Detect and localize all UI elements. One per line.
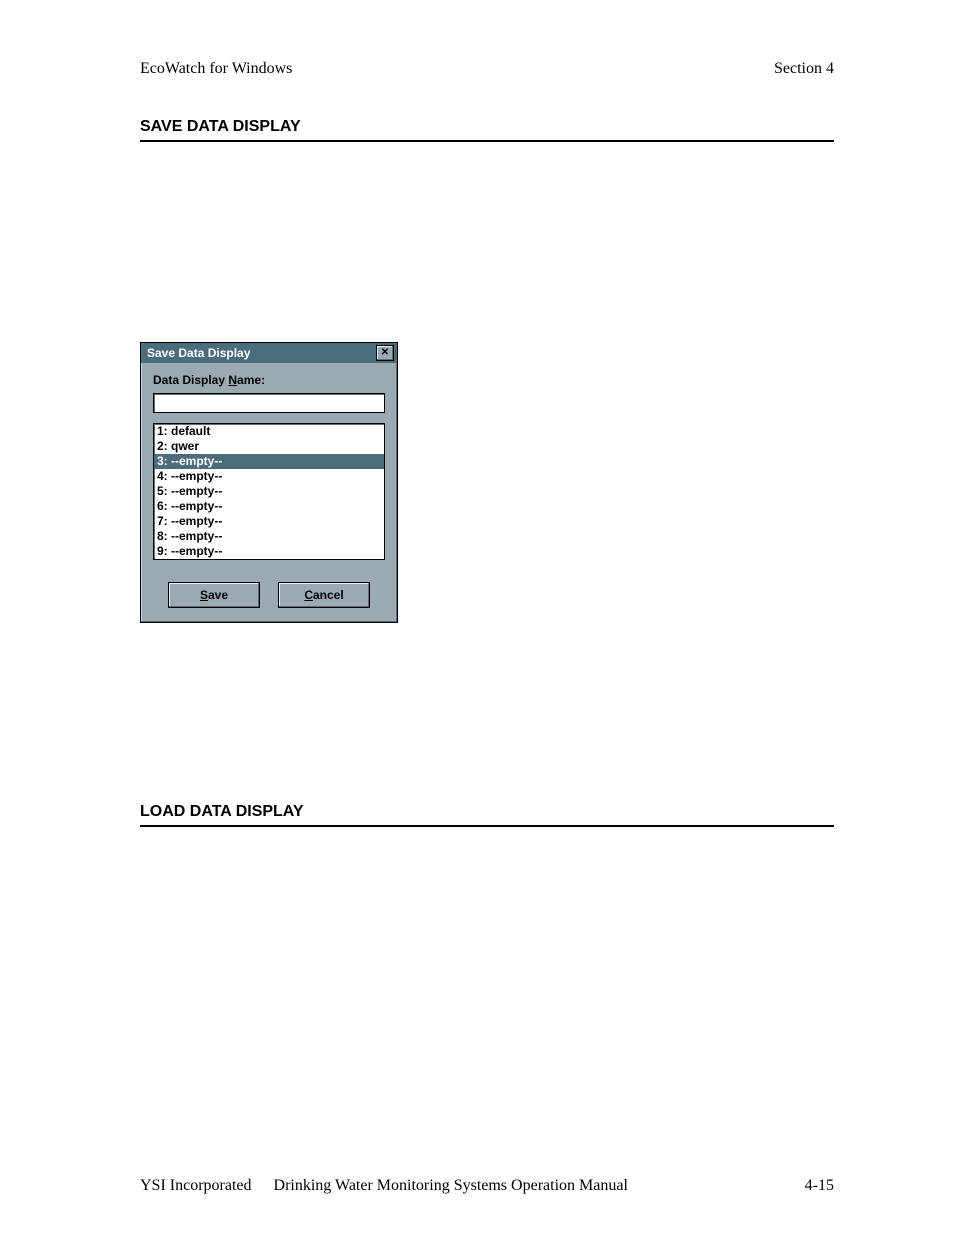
header-right: Section 4 <box>774 60 834 78</box>
display-name-input[interactable] <box>153 393 385 413</box>
dialog-title: Save Data Display <box>147 346 250 360</box>
list-item[interactable]: 9: --empty-- <box>154 544 384 559</box>
section-heading-save: SAVE DATA DISPLAY <box>140 118 834 142</box>
name-field-label: Data Display Name: <box>153 373 385 387</box>
list-item[interactable]: 6: --empty-- <box>154 499 384 514</box>
list-item[interactable]: 8: --empty-- <box>154 529 384 544</box>
list-item[interactable]: 1: default <box>154 424 384 439</box>
save-data-display-dialog: Save Data Display ✕ Data Display Name: 1… <box>140 342 398 623</box>
list-item[interactable]: 7: --empty-- <box>154 514 384 529</box>
close-icon: ✕ <box>381 348 389 358</box>
header-left: EcoWatch for Windows <box>140 60 292 78</box>
dialog-titlebar: Save Data Display ✕ <box>141 343 397 363</box>
list-item[interactable]: 4: --empty-- <box>154 469 384 484</box>
display-listbox[interactable]: 1: default2: qwer3: --empty--4: --empty-… <box>153 423 385 560</box>
footer-manual: Drinking Water Monitoring Systems Operat… <box>274 1177 628 1195</box>
page-header: EcoWatch for Windows Section 4 <box>140 60 834 78</box>
dialog-button-row: Save Cancel <box>153 582 385 608</box>
footer-pagenum: 4-15 <box>805 1177 834 1195</box>
list-item[interactable]: 3: --empty-- <box>154 454 384 469</box>
footer-company: YSI Incorporated <box>140 1177 252 1195</box>
page-footer: YSI Incorporated Drinking Water Monitori… <box>140 1177 834 1195</box>
close-button[interactable]: ✕ <box>376 345 394 361</box>
section-heading-load: LOAD DATA DISPLAY <box>140 803 834 827</box>
list-item[interactable]: 5: --empty-- <box>154 484 384 499</box>
list-item[interactable]: 2: qwer <box>154 439 384 454</box>
dialog-body: Data Display Name: 1: default2: qwer3: -… <box>141 363 397 622</box>
save-button[interactable]: Save <box>168 582 260 608</box>
cancel-button[interactable]: Cancel <box>278 582 370 608</box>
